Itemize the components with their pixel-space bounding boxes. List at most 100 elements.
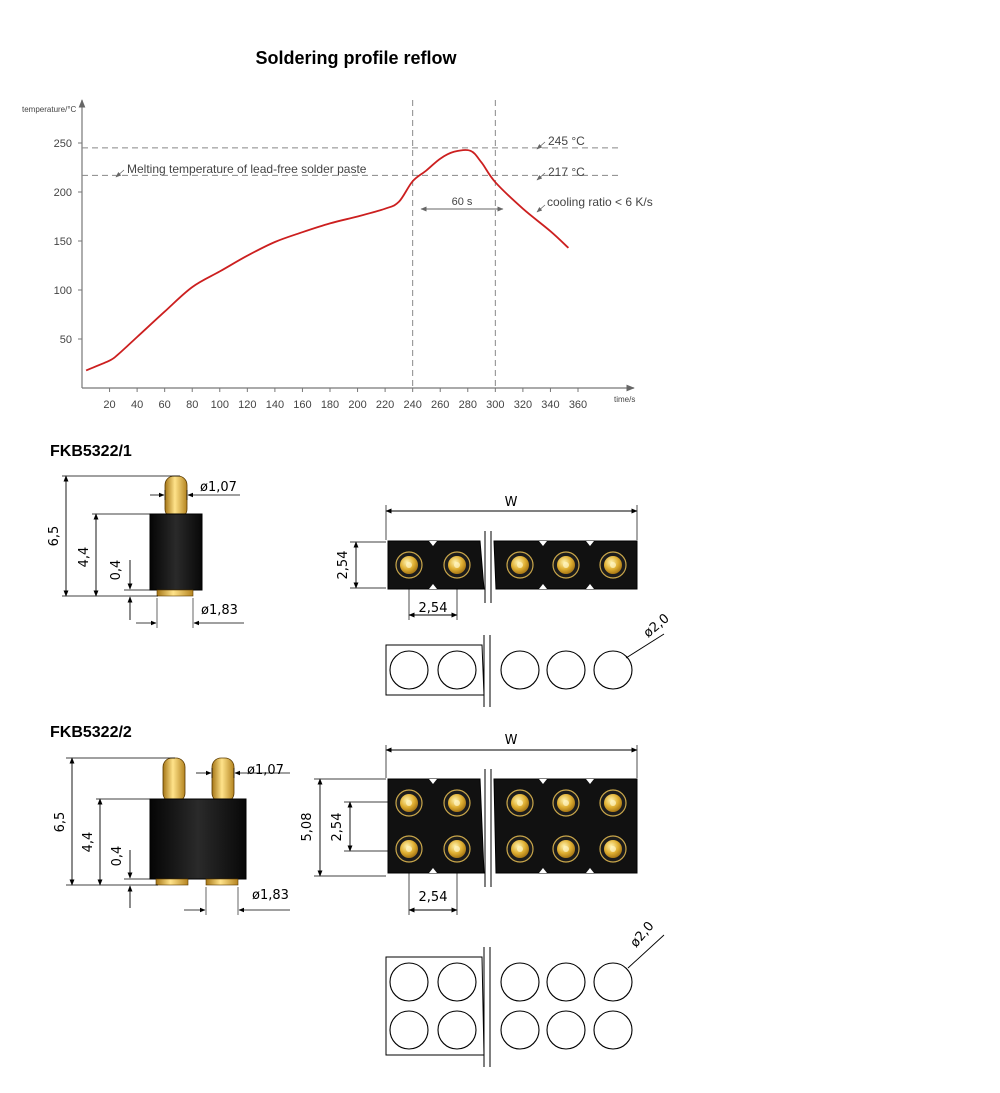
part-1-title: FKB5322/1 — [50, 443, 132, 460]
cooling-arrow — [536, 204, 546, 213]
label-245: 245 °C — [548, 134, 585, 148]
x-tick-label: 340 — [541, 399, 559, 411]
reflow-chart: Soldering profile reflow temperature/°C … — [22, 48, 653, 411]
part-fkb5322-1: FKB5322/1 6,5 4,4 0,4 ø1,07 — [47, 443, 673, 707]
part-1-dim-gap: 0,4 — [109, 560, 124, 581]
part-1-dim-pitch: 2,54 — [419, 601, 448, 616]
chart-title: Soldering profile reflow — [255, 48, 457, 68]
y-tick-label: 100 — [54, 285, 72, 297]
melting-arrow — [115, 169, 125, 178]
part-2-dim-bottom-dia: ø1,83 — [252, 888, 289, 903]
housing-notch — [586, 779, 594, 784]
footprint-hole — [546, 650, 586, 690]
footprint-hole — [593, 650, 633, 690]
part-fkb5322-2: FKB5322/2 6,5 4,4 0,4 ø1,07 — [50, 724, 665, 1067]
x-tick-label: 100 — [211, 399, 229, 411]
y-tick-label: 50 — [60, 334, 72, 346]
footprint-hole — [500, 650, 540, 690]
housing-notch — [539, 584, 547, 589]
part-1-dim-hole-dia: ø2,0 — [641, 611, 673, 641]
pin-highlight — [563, 846, 569, 852]
arrow-245 — [536, 141, 546, 150]
housing-notch — [586, 584, 594, 589]
part-2-top-view: W 5,08 2,54 2,54 — [300, 733, 638, 915]
pin-highlight — [517, 846, 523, 852]
housing-notch — [429, 779, 437, 784]
footprint-hole — [593, 962, 633, 1002]
housing-notch — [429, 541, 437, 546]
part-2-dim-pin-dia: ø1,07 — [247, 763, 284, 778]
housing-notch — [429, 584, 437, 589]
part-1-dim-row-height: 2,54 — [336, 551, 351, 580]
housing-notch — [586, 541, 594, 546]
x-tick-label: 160 — [293, 399, 311, 411]
pin-highlight — [563, 562, 569, 568]
footprint-hole — [389, 650, 429, 690]
pin-highlight — [406, 800, 412, 806]
pin-highlight — [406, 846, 412, 852]
cooling-label: cooling ratio < 6 K/s — [547, 195, 653, 209]
part-1-top-view: W 2,54 2,54 — [336, 495, 638, 620]
x-tick-label: 360 — [569, 399, 587, 411]
part-2-dim-gap: 0,4 — [110, 846, 125, 867]
melting-annotation: Melting temperature of lead-free solder … — [127, 162, 367, 176]
x-axis-label: time/s — [614, 395, 635, 404]
footprint-hole — [546, 962, 586, 1002]
footprint-hole — [437, 650, 477, 690]
x-tick-label: 60 — [159, 399, 171, 411]
arrow-217 — [536, 172, 546, 181]
part-2-dim-height-body: 4,4 — [81, 832, 96, 853]
part-2-title: FKB5322/2 — [50, 724, 132, 741]
part-2-dim-row-height: 2,54 — [330, 813, 345, 842]
label-217: 217 °C — [548, 165, 585, 179]
pin-highlight — [517, 800, 523, 806]
pin-highlight — [563, 800, 569, 806]
x-tick-label: 140 — [266, 399, 284, 411]
footprint-hole — [500, 962, 540, 1002]
housing-notch — [586, 868, 594, 873]
part-2-dim-width: W — [505, 733, 518, 748]
footprint-hole — [389, 962, 429, 1002]
pin-highlight — [517, 562, 523, 568]
x-tick-label: 120 — [238, 399, 256, 411]
part-2-dim-total-height: 5,08 — [300, 813, 315, 842]
part-2-side-view: 6,5 4,4 0,4 ø1,07 ø1,83 — [53, 757, 290, 915]
footprint-hole — [546, 1010, 586, 1050]
part-2-dim-height-total: 6,5 — [53, 812, 68, 833]
x-tick-label: 260 — [431, 399, 449, 411]
part-1-dim-bottom-dia: ø1,83 — [201, 603, 238, 618]
x-ticks: 20 40 60 80 100 120 140 160 180 200 220 240 260 280 30… — [103, 388, 587, 411]
footprint-hole — [389, 1010, 429, 1050]
x-tick-label: 220 — [376, 399, 394, 411]
housing-notch — [539, 868, 547, 873]
y-tick-label: 150 — [54, 236, 72, 248]
part-1-dim-pin-dia: ø1,07 — [200, 480, 237, 495]
footprint-hole — [500, 1010, 540, 1050]
footprint-hole — [593, 1010, 633, 1050]
footprint-outline — [385, 956, 485, 1056]
pin-highlight — [406, 562, 412, 568]
x-tick-label: 40 — [131, 399, 143, 411]
x-tick-label: 80 — [186, 399, 198, 411]
pin-highlight — [610, 562, 616, 568]
housing-notch — [429, 868, 437, 873]
part-1-dim-height-body: 4,4 — [77, 547, 92, 568]
x-tick-label: 300 — [486, 399, 504, 411]
y-tick-label: 200 — [54, 187, 72, 199]
pin-highlight — [454, 562, 460, 568]
part-1-dim-height-total: 6,5 — [47, 526, 62, 547]
housing-notch — [539, 541, 547, 546]
x-tick-label: 320 — [514, 399, 532, 411]
y-axis-label: temperature/°C — [22, 105, 77, 114]
x-tick-label: 180 — [321, 399, 339, 411]
pin-highlight — [454, 846, 460, 852]
part-2-dim-pitch: 2,54 — [419, 890, 448, 905]
footprint-hole — [437, 1010, 477, 1050]
part-1-footprint: ø2,0 — [385, 611, 673, 707]
pin-highlight — [610, 846, 616, 852]
y-ticks: 50 100 150 200 250 — [54, 138, 82, 346]
part-1-side-view: 6,5 4,4 0,4 ø1,07 ø1,83 — [47, 475, 244, 628]
duration-label: 60 s — [452, 196, 473, 208]
temperature-curve — [85, 149, 570, 372]
